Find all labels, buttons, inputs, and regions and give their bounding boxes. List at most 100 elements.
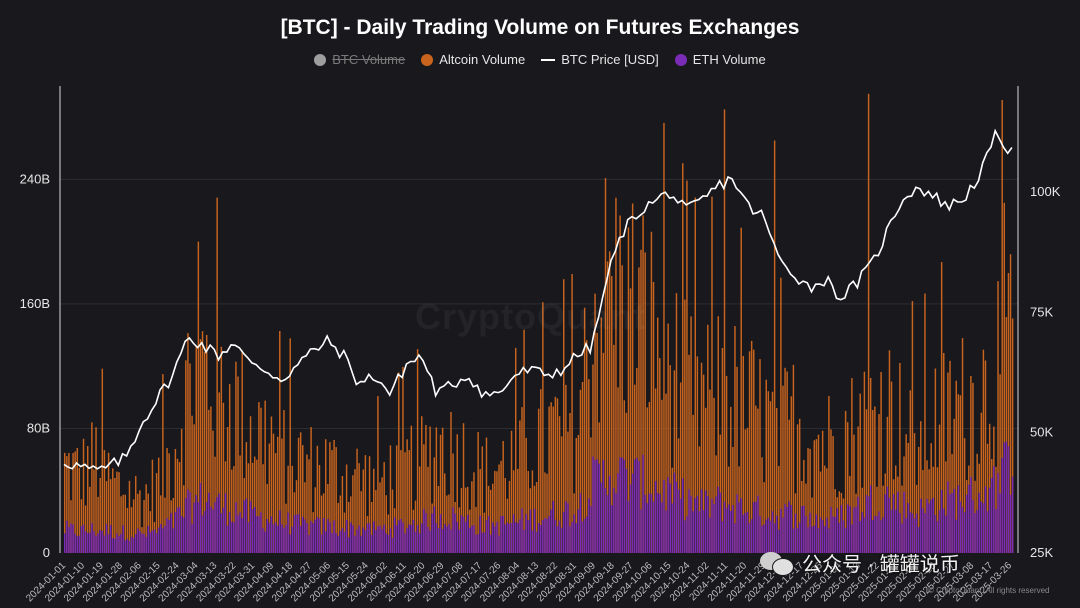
eth-volume-bar xyxy=(285,525,287,553)
eth-volume-bar xyxy=(210,506,212,553)
legend-altcoin-volume[interactable]: Altcoin Volume xyxy=(421,52,525,67)
altcoin-volume-bar xyxy=(838,491,841,553)
eth-volume-bar xyxy=(947,481,949,553)
eth-volume-bar xyxy=(744,512,747,553)
altcoin-volume-bar xyxy=(656,317,659,553)
altcoin-volume-bar xyxy=(863,371,866,553)
altcoin-volume-bar xyxy=(788,419,790,553)
eth-volume-bar xyxy=(757,495,759,553)
altcoin-volume-bar xyxy=(481,446,484,553)
eth-volume-bar xyxy=(690,495,692,553)
eth-volume-bar xyxy=(855,506,857,553)
eth-volume-bar xyxy=(571,522,573,553)
altcoin-volume-bar xyxy=(1009,254,1012,553)
eth-volume-bar xyxy=(220,513,223,553)
eth-volume-bar xyxy=(640,509,642,553)
eth-volume-bar xyxy=(366,523,369,553)
altcoin-volume-bar xyxy=(746,427,749,553)
altcoin-volume-bar xyxy=(945,461,947,553)
eth-volume-bar xyxy=(615,493,617,553)
altcoin-volume-bar xyxy=(682,163,684,553)
legend-eth-volume[interactable]: ETH Volume xyxy=(674,52,766,67)
eth-volume-bar xyxy=(803,505,805,553)
eth-volume-bar xyxy=(254,507,256,553)
legend-btc-volume-label: BTC Volume xyxy=(332,52,406,67)
altcoin-volume-bar xyxy=(846,422,849,553)
eth-volume-bar xyxy=(364,530,367,553)
left-tick-label: 0 xyxy=(43,545,50,560)
eth-volume-bar xyxy=(627,500,630,553)
eth-volume-bar xyxy=(679,498,682,553)
eth-volume-bar xyxy=(980,501,983,553)
eth-volume-bar xyxy=(82,524,85,553)
eth-volume-bar xyxy=(256,516,258,553)
altcoin-volume-bar xyxy=(721,348,724,553)
altcoin-volume-bar xyxy=(149,511,152,553)
eth-volume-bar xyxy=(266,519,268,553)
eth-volume-bar xyxy=(335,532,337,553)
altcoin-volume-bar xyxy=(577,434,580,553)
eth-volume-bar xyxy=(84,531,87,553)
altcoin-volume-bar xyxy=(917,447,920,553)
altcoin-volume-bar xyxy=(652,282,655,553)
eth-volume-bar xyxy=(258,516,260,553)
eth-volume-bar xyxy=(993,466,995,553)
altcoin-volume-bar xyxy=(631,203,634,553)
altcoin-volume-bar xyxy=(429,426,431,553)
eth-volume-bar xyxy=(819,517,822,553)
eth-volume-bar xyxy=(72,524,74,553)
legend-btc-volume[interactable]: BTC Volume xyxy=(314,52,405,67)
altcoin-volume-bar xyxy=(464,487,467,553)
altcoin-volume-bar xyxy=(775,408,778,553)
eth-volume-bar xyxy=(638,460,640,553)
eth-volume-bar xyxy=(160,524,162,553)
eth-volume-bar xyxy=(872,519,874,553)
eth-volume-bar xyxy=(986,511,989,553)
altcoin-volume-bar xyxy=(750,340,753,553)
eth-volume-bar xyxy=(514,522,517,553)
eth-volume-bar xyxy=(431,513,433,553)
eth-volume-bar xyxy=(702,510,705,553)
eth-volume-bar xyxy=(951,493,953,553)
eth-volume-bar xyxy=(715,496,717,553)
altcoin-volume-bar xyxy=(717,316,719,553)
altcoin-volume-bar xyxy=(446,495,448,553)
eth-volume-bar xyxy=(222,507,225,553)
altcoin-volume-bar xyxy=(865,409,868,553)
eth-volume-bar xyxy=(811,526,813,553)
eth-volume-bar xyxy=(78,535,81,553)
altcoin-volume-bar xyxy=(74,451,76,553)
altcoin-volume-bar xyxy=(872,410,874,553)
eth-volume-bar xyxy=(882,517,884,553)
altcoin-volume-bar xyxy=(231,469,233,553)
eth-volume-bar xyxy=(663,480,665,553)
altcoin-volume-bar xyxy=(235,361,237,553)
eth-volume-bar xyxy=(719,492,722,553)
eth-volume-bar xyxy=(869,485,872,553)
altcoin-volume-bar xyxy=(558,416,561,553)
altcoin-volume-bar xyxy=(890,381,893,553)
altcoin-volume-bar xyxy=(640,249,642,554)
eth-volume-bar xyxy=(838,522,841,553)
altcoin-volume-bar xyxy=(335,447,337,553)
eth-volume-bar xyxy=(99,530,101,553)
eth-volume-bar xyxy=(137,528,139,553)
eth-volume-bar xyxy=(162,528,164,553)
eth-volume-bar xyxy=(694,498,697,553)
eth-volume-bar xyxy=(450,529,452,553)
eth-volume-bar xyxy=(233,522,235,553)
eth-volume-bar xyxy=(932,497,935,553)
altcoin-volume-bar xyxy=(763,482,765,553)
altcoin-volume-bar xyxy=(287,465,289,553)
eth-volume-bar xyxy=(272,524,275,553)
eth-volume-bar xyxy=(573,514,575,553)
altcoin-volume-bar xyxy=(101,368,104,553)
eth-volume-bar xyxy=(673,472,676,553)
altcoin-volume-bar xyxy=(512,470,515,553)
altcoin-volume-bar xyxy=(425,425,427,553)
legend-btc-price[interactable]: BTC Price [USD] xyxy=(541,52,659,67)
eth-volume-bar xyxy=(224,493,227,553)
eth-volume-bar xyxy=(74,533,76,553)
altcoin-volume-bar xyxy=(606,261,609,553)
altcoin-volume-bar xyxy=(107,452,110,553)
